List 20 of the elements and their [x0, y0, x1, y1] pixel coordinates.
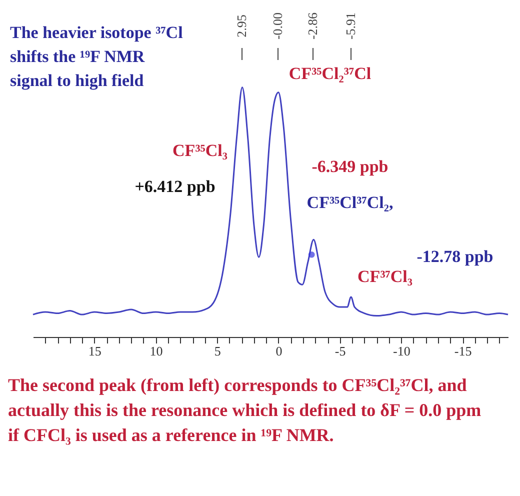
x-tick-label: 5	[214, 344, 221, 358]
x-tick-label: -10	[393, 344, 410, 358]
annotation: -6.349 ppb	[312, 157, 388, 176]
annotation: CF³⁵Cl³⁷Cl₂,	[306, 193, 394, 212]
x-tick-label: 15	[88, 344, 102, 358]
annotation: CF³⁵Cl₃	[172, 141, 228, 160]
text: The second peak (from left) corresponds to CF³⁵Cl₂³⁷Cl, and actually this is the resonance which is defined to δF = 0.0 ppm if CFCl₃ is used as a reference in ¹⁹F NMR.	[8, 375, 482, 445]
x-tick-label: 0	[276, 344, 282, 358]
annotation: CF³⁷Cl₃	[358, 267, 412, 286]
annotation: The heavier isotope ³⁷Cl shifts the ¹⁹F NMR signal to high field	[10, 23, 184, 90]
text: -0.00	[270, 12, 285, 40]
annotation: -12.78 ppb	[416, 247, 494, 266]
text: -2.86	[305, 12, 320, 40]
text: CF³⁵Cl₂³⁷Cl	[288, 64, 372, 83]
x-tick-label: -15	[454, 344, 472, 358]
text: -5.91	[343, 12, 358, 40]
x-tick-label: -5	[334, 344, 346, 358]
annotation: +6.412 ppb	[134, 177, 216, 196]
x-tick-label: 10	[150, 344, 163, 358]
text: 2.95	[234, 14, 249, 38]
